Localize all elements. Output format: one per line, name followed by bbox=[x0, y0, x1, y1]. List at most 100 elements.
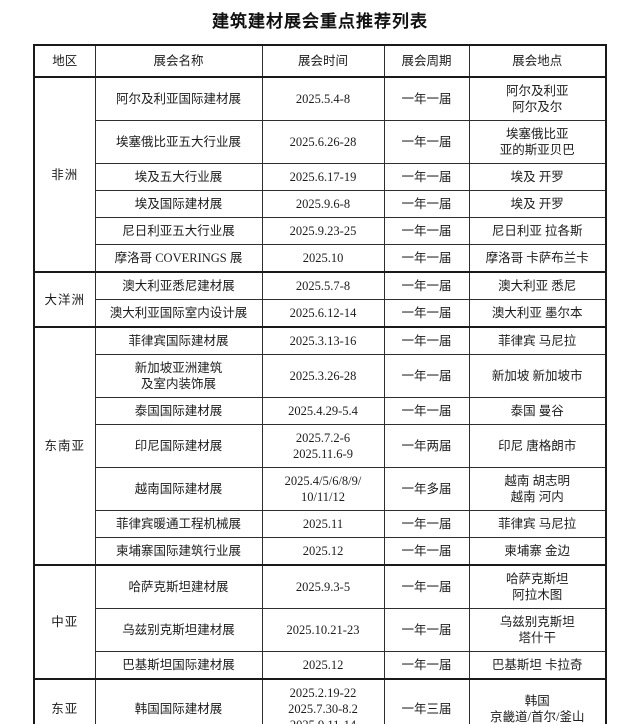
expo-location-cell: 澳大利亚 悉尼 bbox=[468, 271, 607, 300]
expo-time-cell: 2025.9.6-8 bbox=[261, 190, 385, 218]
expo-name-cell: 乌兹别克斯坦建材展 bbox=[94, 608, 263, 652]
expo-time-cell: 2025.7.2-6 2025.11.6-9 bbox=[261, 424, 385, 468]
cell-line: 一年一届 bbox=[401, 623, 452, 637]
expo-time-cell: 2025.6.12-14 bbox=[261, 299, 385, 328]
table-row: 新加坡亚洲建筑 及室内装饰展 2025.3.26-28 一年一届 新加坡 新加坡市 bbox=[34, 354, 607, 398]
expo-cycle-cell: 一年一届 bbox=[383, 537, 470, 566]
expo-cycle-cell: 一年一届 bbox=[383, 651, 470, 680]
table-row: 埃塞俄比亚五大行业展 2025.6.26-28 一年一届 埃塞俄比亚 亚的斯亚贝巴 bbox=[34, 120, 607, 164]
expo-cycle-cell: 一年一届 bbox=[383, 510, 470, 538]
cell-line: 一年一届 bbox=[401, 251, 452, 265]
expo-location-cell: 摩洛哥 卡萨布兰卡 bbox=[468, 244, 607, 273]
cell-line: 越南 胡志明 bbox=[504, 474, 571, 488]
cell-line: 2025.12 bbox=[302, 544, 344, 558]
cell-line: 埃及国际建材展 bbox=[134, 197, 223, 211]
region-cell: 东亚 bbox=[33, 678, 96, 724]
expo-location-cell: 埃及 开罗 bbox=[468, 190, 607, 218]
expo-table: 地区 展会名称 展会时间 展会周期 展会地点 非洲 阿尔及利亚国际建材展 2025.… bbox=[33, 44, 607, 724]
expo-name-cell: 越南国际建材展 bbox=[94, 467, 263, 511]
cell-line: 一年一届 bbox=[401, 544, 452, 558]
expo-location-cell: 阿尔及利亚 阿尔及尔 bbox=[468, 76, 607, 121]
table-row: 澳大利亚国际室内设计展 2025.6.12-14 一年一届 澳大利亚 墨尔本 bbox=[34, 299, 607, 328]
expo-location-cell: 印尼 唐格朗市 bbox=[468, 424, 607, 468]
cell-line: 巴基斯坦国际建材展 bbox=[122, 658, 235, 672]
cell-line: 2025.12 bbox=[302, 658, 344, 672]
cell-line: 印尼国际建材展 bbox=[134, 439, 223, 453]
expo-name-cell: 阿尔及利亚国际建材展 bbox=[94, 76, 263, 121]
expo-time-cell: 2025.9.23-25 bbox=[261, 217, 385, 245]
expo-name-cell: 柬埔寨国际建筑行业展 bbox=[94, 537, 263, 566]
cell-line: 菲律宾国际建材展 bbox=[128, 334, 229, 348]
region-cell: 非洲 bbox=[33, 76, 96, 273]
cell-line: 一年一届 bbox=[401, 197, 452, 211]
cell-line: 摩洛哥 卡萨布兰卡 bbox=[485, 251, 589, 265]
cell-line: 柬埔寨国际建筑行业展 bbox=[115, 544, 241, 558]
cell-line: 巴基斯坦 卡拉奇 bbox=[491, 658, 583, 672]
expo-location-cell: 哈萨克斯坦 阿拉木图 bbox=[468, 564, 607, 609]
cell-line: 韩国 bbox=[524, 694, 550, 708]
cell-line: 2025.7.30-8.2 bbox=[288, 702, 358, 716]
expo-cycle-cell: 一年一届 bbox=[383, 326, 470, 355]
cell-line: 乌兹别克斯坦建材展 bbox=[122, 623, 235, 637]
expo-location-cell: 新加坡 新加坡市 bbox=[468, 354, 607, 398]
expo-location-cell: 埃及 开罗 bbox=[468, 163, 607, 191]
cell-line: 亚的斯亚贝巴 bbox=[499, 143, 575, 157]
table-row: 菲律宾暖通工程机械展 2025.11 一年一届 菲律宾 马尼拉 bbox=[34, 510, 607, 538]
cell-line: 2025.7.2-6 bbox=[295, 431, 351, 445]
cell-line: 非洲 bbox=[51, 167, 79, 182]
expo-name-cell: 泰国国际建材展 bbox=[94, 397, 263, 425]
table-header-row: 地区 展会名称 展会时间 展会周期 展会地点 bbox=[33, 44, 607, 78]
column-header-name: 展会名称 bbox=[94, 44, 263, 78]
expo-cycle-cell: 一年一届 bbox=[383, 217, 470, 245]
expo-name-cell: 菲律宾暖通工程机械展 bbox=[94, 510, 263, 538]
table-row: 印尼国际建材展 2025.7.2-6 2025.11.6-9 一年两届 印尼 唐格朗市 bbox=[34, 424, 607, 468]
expo-cycle-cell: 一年一届 bbox=[383, 120, 470, 164]
cell-line: 2025.9.6-8 bbox=[295, 197, 351, 211]
expo-name-cell: 澳大利亚国际室内设计展 bbox=[94, 299, 263, 328]
cell-line: 2025.10.21-23 bbox=[286, 623, 360, 637]
cell-line: 印尼 唐格朗市 bbox=[498, 439, 577, 453]
cell-line: 摩洛哥 COVERINGS 展 bbox=[114, 251, 243, 265]
region-cell: 大洋洲 bbox=[33, 271, 96, 328]
table-row: 柬埔寨国际建筑行业展 2025.12 一年一届 柬埔寨 金边 bbox=[34, 537, 607, 566]
cell-line: 一年一届 bbox=[401, 334, 452, 348]
table-body: 非洲 阿尔及利亚国际建材展 2025.5.4-8 一年一届 阿尔及利亚 阿尔及尔 埃塞俄比亚… bbox=[33, 76, 607, 724]
expo-name-cell: 菲律宾国际建材展 bbox=[94, 326, 263, 355]
expo-name-cell: 埃及五大行业展 bbox=[94, 163, 263, 191]
cell-line: 尼日利亚 拉各斯 bbox=[491, 224, 583, 238]
table-row: 摩洛哥 COVERINGS 展 2025.10 一年一届 摩洛哥 卡萨布兰卡 bbox=[34, 244, 607, 273]
column-header-cycle: 展会周期 bbox=[383, 44, 470, 78]
cell-line: 新加坡亚洲建筑 bbox=[134, 361, 223, 375]
cell-line: 及室内装饰展 bbox=[140, 377, 216, 391]
expo-cycle-cell: 一年一届 bbox=[383, 354, 470, 398]
expo-name-cell: 埃及国际建材展 bbox=[94, 190, 263, 218]
cell-line: 2025.6.12-14 bbox=[289, 306, 357, 320]
cell-line: 一年一届 bbox=[401, 580, 452, 594]
column-header-location: 展会地点 bbox=[468, 44, 607, 78]
expo-cycle-cell: 一年一届 bbox=[383, 190, 470, 218]
cell-line: 京畿道/首尔/釜山 bbox=[490, 710, 585, 724]
expo-location-cell: 澳大利亚 墨尔本 bbox=[468, 299, 607, 328]
expo-time-cell: 2025.12 bbox=[261, 537, 385, 566]
column-header-time: 展会时间 bbox=[261, 44, 385, 78]
expo-time-cell: 2025.10 bbox=[261, 244, 385, 273]
cell-line: 大洋洲 bbox=[44, 292, 85, 307]
region-cell: 东南亚 bbox=[33, 326, 96, 566]
expo-location-cell: 尼日利亚 拉各斯 bbox=[468, 217, 607, 245]
expo-cycle-cell: 一年三届 bbox=[383, 678, 470, 724]
expo-cycle-cell: 一年一届 bbox=[383, 76, 470, 121]
cell-line: 埃塞俄比亚五大行业展 bbox=[115, 135, 241, 149]
cell-line: 澳大利亚悉尼建材展 bbox=[122, 279, 235, 293]
expo-time-cell: 2025.5.7-8 bbox=[261, 271, 385, 300]
expo-location-cell: 柬埔寨 金边 bbox=[468, 537, 607, 566]
expo-location-cell: 菲律宾 马尼拉 bbox=[468, 510, 607, 538]
cell-line: 尼日利亚五大行业展 bbox=[122, 224, 235, 238]
expo-time-cell: 2025.3.26-28 bbox=[261, 354, 385, 398]
cell-line: 一年一届 bbox=[401, 135, 452, 149]
header-row: 地区 展会名称 展会时间 展会周期 展会地点 bbox=[33, 44, 607, 78]
cell-line: 阿拉木图 bbox=[512, 588, 563, 602]
expo-name-cell: 巴基斯坦国际建材展 bbox=[94, 651, 263, 680]
cell-line: 泰国 曼谷 bbox=[510, 404, 564, 418]
cell-line: 2025.11 bbox=[302, 517, 344, 531]
